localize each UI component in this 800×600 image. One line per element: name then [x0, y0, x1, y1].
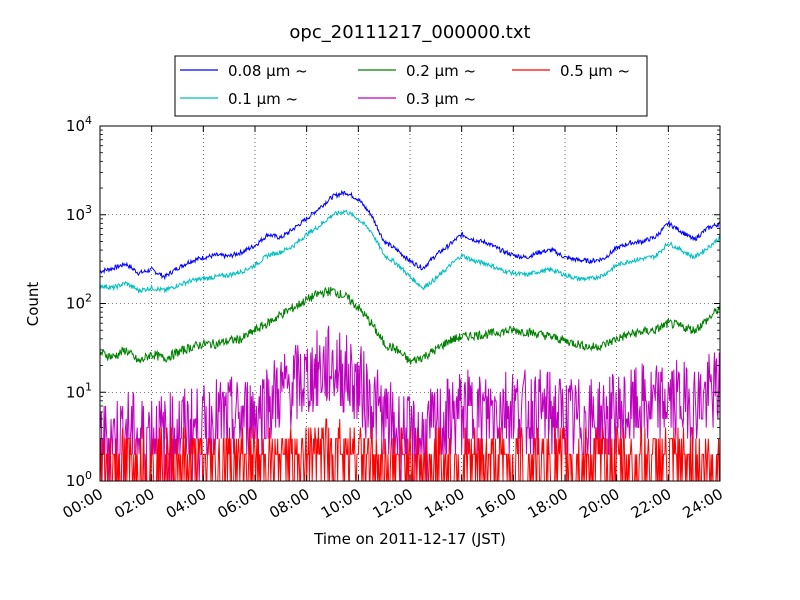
legend-entry: 0.08 μm ~: [228, 62, 308, 80]
y-tick-exponent: 0: [85, 469, 92, 482]
y-tick-base: 10: [66, 472, 85, 490]
series-line: [99, 209, 721, 295]
legend-entry: 0.3 μm ~: [406, 90, 476, 108]
y-tick-base: 10: [66, 295, 85, 313]
legend-entry: 0.2 μm ~: [406, 62, 476, 80]
y-tick-label: 102: [66, 292, 92, 313]
series-line: [99, 189, 721, 281]
y-tick-base: 10: [66, 383, 85, 401]
y-tick-base: 10: [66, 117, 85, 135]
y-axis-label: Count: [24, 282, 42, 327]
y-tick-exponent: 2: [85, 292, 92, 305]
legend-entry: 0.1 μm ~: [228, 90, 298, 108]
y-tick-label: 103: [66, 203, 92, 224]
y-tick-exponent: 1: [85, 380, 92, 393]
legend-box: [174, 55, 648, 117]
y-tick-exponent: 3: [85, 203, 92, 216]
y-tick-label: 100: [66, 469, 92, 490]
y-tick-exponent: 4: [85, 114, 92, 127]
x-axis-label: Time on 2011-12-17 (JST): [313, 530, 506, 548]
chart-title: opc_20111217_000000.txt: [289, 22, 530, 43]
y-tick-base: 10: [66, 206, 85, 224]
y-tick-label: 104: [66, 114, 92, 135]
legend-entry: 0.5 μm ~: [560, 62, 630, 80]
legend: 0.08 μm ~ 0.1 μm ~ 0.2 μm ~ 0.3 μm ~ 0.5 μm …: [174, 55, 648, 117]
y-tick-label: 101: [66, 380, 92, 401]
series-line: [99, 286, 721, 365]
